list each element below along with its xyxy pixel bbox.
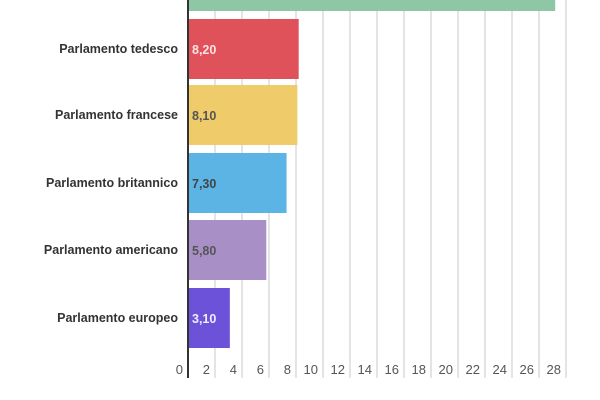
x-tick-label: 28 bbox=[547, 362, 561, 377]
x-tick-label: 6 bbox=[257, 362, 264, 377]
bar bbox=[188, 0, 556, 11]
x-tick-label: 24 bbox=[493, 362, 507, 377]
category-label: Parlamento americano bbox=[44, 243, 178, 257]
x-tick-label: 20 bbox=[439, 362, 453, 377]
category-label: Parlamento francese bbox=[55, 108, 178, 122]
bar bbox=[188, 153, 287, 213]
x-tick-label: 10 bbox=[304, 362, 318, 377]
x-tick-label: 18 bbox=[412, 362, 426, 377]
x-tick-label: 4 bbox=[230, 362, 237, 377]
x-tick-label: 12 bbox=[331, 362, 345, 377]
bar bbox=[188, 288, 230, 348]
x-tick-label: 2 bbox=[203, 362, 210, 377]
x-tick-label: 0 bbox=[176, 362, 183, 377]
data-label: 7,30 bbox=[192, 177, 216, 191]
data-label: 5,80 bbox=[192, 244, 216, 258]
x-tick-label: 22 bbox=[466, 362, 480, 377]
bar bbox=[188, 220, 267, 280]
category-label: Parlamento europeo bbox=[57, 311, 178, 325]
x-tick-label: 14 bbox=[358, 362, 372, 377]
bar bbox=[188, 85, 298, 145]
data-label: 8,20 bbox=[192, 43, 216, 57]
category-label: Parlamento tedesco bbox=[59, 42, 178, 56]
data-label: 3,10 bbox=[192, 312, 216, 326]
x-tick-label: 16 bbox=[385, 362, 399, 377]
x-tick-label: 26 bbox=[520, 362, 534, 377]
category-label: Parlamento britannico bbox=[46, 176, 178, 190]
bar bbox=[188, 19, 299, 79]
data-label: 8,10 bbox=[192, 109, 216, 123]
x-tick-label: 8 bbox=[284, 362, 291, 377]
